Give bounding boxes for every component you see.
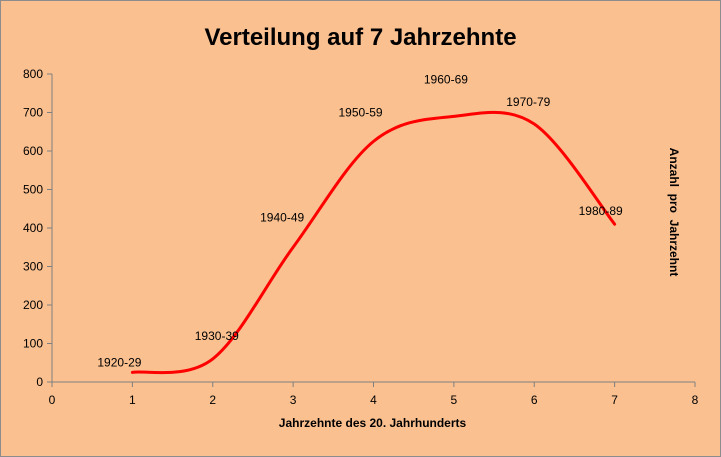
y-tick-label: 100 xyxy=(23,337,43,351)
x-tick-label: 1 xyxy=(129,393,136,407)
x-tick-label: 7 xyxy=(611,393,618,407)
data-label: 1930-39 xyxy=(195,329,239,343)
x-axis-title: Jahrzehnte des 20. Jahrhunderts xyxy=(278,416,467,430)
x-tick-label: 2 xyxy=(209,393,216,407)
data-label: 1950-59 xyxy=(339,105,383,119)
data-label: 1960-69 xyxy=(424,72,468,86)
chart-title: Verteilung auf 7 Jahrzehnte xyxy=(204,24,517,51)
x-tick-label: 6 xyxy=(531,393,538,407)
x-tick-label: 3 xyxy=(290,393,297,407)
y-tick-label: 500 xyxy=(23,183,43,197)
x-tick-label: 4 xyxy=(370,393,377,407)
y-tick-label: 0 xyxy=(36,375,43,389)
x-tick-label: 0 xyxy=(49,393,56,407)
axes: 0 100 200 300 400 500 600 700 800 0 1 2 3 4 5 6 7 8 xyxy=(23,67,699,407)
y-axis-title: Anzahl pro Jahrzehnt xyxy=(667,147,681,277)
data-label: 1970-79 xyxy=(506,95,550,109)
data-labels: 1920-29 1930-39 1940-49 1950-59 1960-69 1970-… xyxy=(97,72,623,369)
data-label: 1940-49 xyxy=(260,210,304,224)
y-tick-label: 300 xyxy=(23,260,43,274)
x-tick-label: 8 xyxy=(692,393,699,407)
series-layer xyxy=(130,110,617,375)
y-tick-label: 700 xyxy=(23,106,43,120)
x-tick-label: 5 xyxy=(451,393,458,407)
data-label: 1920-29 xyxy=(97,355,141,369)
y-tick-label: 800 xyxy=(23,67,43,81)
y-tick-label: 600 xyxy=(23,144,43,158)
data-label: 1980-89 xyxy=(579,204,623,218)
y-tick-label: 400 xyxy=(23,221,43,235)
series-line xyxy=(130,110,617,375)
y-tick-label: 200 xyxy=(23,298,43,312)
